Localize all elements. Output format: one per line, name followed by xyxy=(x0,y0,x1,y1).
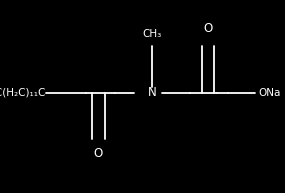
Text: N: N xyxy=(148,86,157,99)
Text: O: O xyxy=(203,22,213,35)
Text: O: O xyxy=(94,147,103,160)
Text: CH₃: CH₃ xyxy=(143,29,162,39)
Text: ONa: ONa xyxy=(258,88,280,98)
Text: H₃C(H₂C)₁₁C: H₃C(H₂C)₁₁C xyxy=(0,88,46,98)
